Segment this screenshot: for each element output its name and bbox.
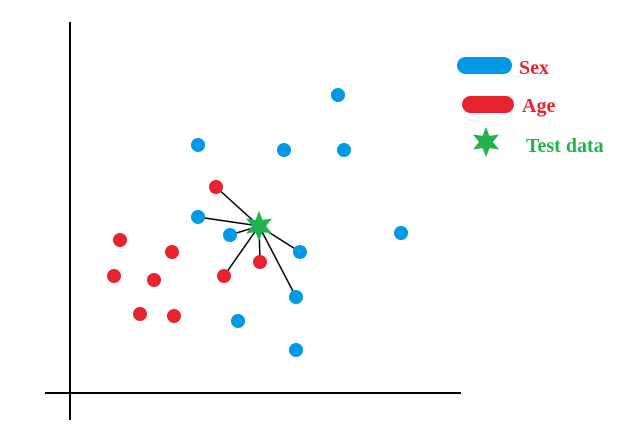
point-sex-5 — [191, 210, 205, 224]
point-sex-11 — [289, 343, 303, 357]
point-age-4 — [107, 269, 121, 283]
point-sex-4 — [191, 138, 205, 152]
point-age-5 — [147, 273, 161, 287]
point-age-3 — [165, 245, 179, 259]
point-age-2 — [113, 233, 127, 247]
neighbor-line-4 — [223, 225, 260, 277]
point-sex-7 — [293, 245, 307, 259]
point-age-8 — [133, 307, 147, 321]
legend-star-icon — [473, 127, 499, 157]
legend-label-test-data: Test data — [526, 135, 604, 157]
point-sex-9 — [289, 290, 303, 304]
point-age-7 — [253, 255, 267, 269]
point-sex-3 — [277, 143, 291, 157]
legend-swatch-sex — [457, 57, 512, 74]
point-age-1 — [209, 180, 223, 194]
axes — [45, 22, 461, 420]
point-sex-1 — [331, 88, 345, 102]
legend-swatch-age — [462, 96, 514, 113]
neighbor-lines — [197, 186, 301, 298]
test-data-star-icon — [246, 211, 272, 241]
point-age-9 — [167, 309, 181, 323]
legend: Sex Age Test data — [457, 57, 604, 157]
point-sex-10 — [231, 314, 245, 328]
point-sex-6 — [223, 228, 237, 242]
legend-entry-test-data: Test data — [473, 127, 604, 157]
legend-entry-age: Age — [462, 95, 555, 117]
point-age-6 — [217, 269, 231, 283]
legend-entry-sex: Sex — [457, 57, 549, 79]
neighbor-line-2 — [197, 216, 260, 227]
data-points — [107, 88, 408, 357]
legend-label-age: Age — [522, 95, 555, 117]
point-sex-8 — [394, 226, 408, 240]
neighbor-line-7 — [258, 225, 297, 298]
point-sex-2 — [337, 143, 351, 157]
legend-label-sex: Sex — [519, 57, 549, 79]
